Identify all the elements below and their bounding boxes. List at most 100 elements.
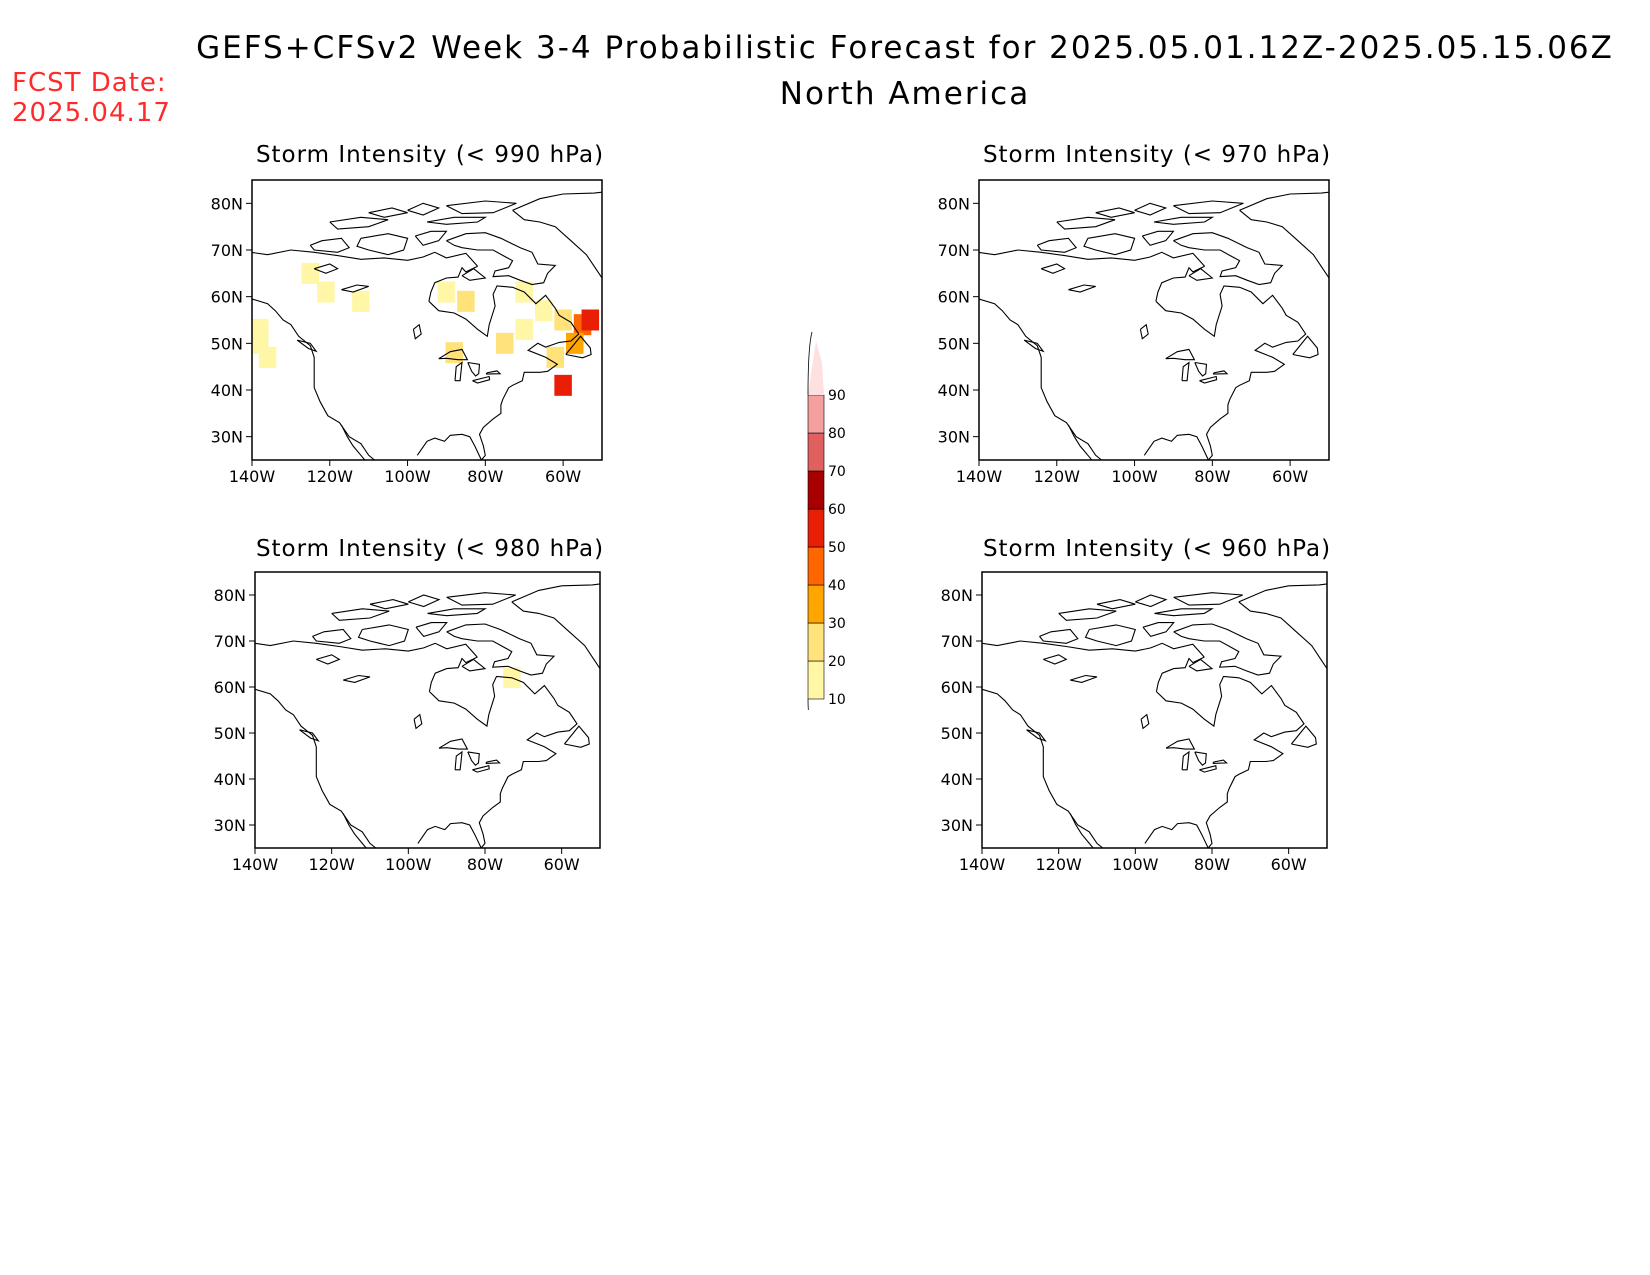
lon-tick-label: 80W (467, 855, 503, 874)
coastline (1188, 658, 1214, 672)
map-frame (251, 179, 603, 461)
lat-tick-label: 50N (214, 724, 246, 743)
lat-tick-label: 70N (214, 632, 246, 651)
lat-tick-label: 60N (214, 678, 246, 697)
lon-tick-label: 140W (229, 467, 276, 486)
coastline (428, 656, 478, 692)
coastline (461, 268, 487, 281)
coastline (446, 232, 557, 286)
probability-cell (496, 332, 514, 354)
colorbar-top-triangle (808, 341, 824, 395)
lon-tick-label: 60W (1271, 855, 1307, 874)
lat-tick-label: 70N (938, 241, 970, 260)
coastline (1070, 674, 1098, 683)
coastline (1036, 237, 1078, 253)
coastline (472, 765, 490, 773)
coastline (1143, 285, 1307, 460)
coastline (1141, 230, 1175, 246)
coastline (982, 688, 1104, 848)
probability-cell (457, 290, 475, 312)
coastline (1068, 284, 1096, 293)
coastline (461, 658, 487, 672)
coastline (368, 207, 408, 218)
coastline (1155, 265, 1205, 302)
lat-tick-label: 60N (211, 288, 243, 307)
coastline (467, 751, 480, 766)
coastline (454, 361, 463, 382)
colorbar-segment (807, 470, 825, 510)
coastline (1095, 207, 1135, 218)
coastline (446, 200, 517, 215)
coastline (485, 759, 501, 764)
lon-tick-label: 120W (307, 467, 354, 486)
lat-tick-label: 80N (211, 194, 243, 213)
lat-tick-label: 80N (938, 194, 970, 213)
coastline (446, 592, 516, 606)
lat-tick-label: 70N (211, 241, 243, 260)
coastline (1194, 751, 1207, 766)
coastline (979, 249, 1206, 267)
lon-tick-label: 120W (308, 855, 355, 874)
coastline (979, 298, 1102, 460)
lat-tick-label: 80N (214, 586, 246, 605)
coastline (472, 375, 491, 384)
colorbar-segment (807, 584, 825, 624)
coastline (369, 599, 409, 610)
coastline (1154, 608, 1214, 617)
lon-tick-label: 100W (1112, 855, 1159, 874)
probability-cell (301, 262, 320, 284)
coastline (565, 335, 592, 359)
coastline (1181, 361, 1190, 382)
coastline (1056, 216, 1116, 230)
colorbar: 10 20 30 40 50 60 70 80 90 (807, 331, 846, 710)
coastline (438, 738, 469, 750)
panel-990: Storm Intensity (< 990 hPa) 140W 120W 100W… (200, 142, 660, 532)
lat-tick-label: 30N (941, 816, 973, 835)
coastline (331, 608, 390, 621)
colorbar-head (807, 331, 813, 396)
sub-title: North America (779, 76, 1031, 112)
probability-cell (546, 346, 565, 368)
coastline (255, 640, 478, 658)
coastline (511, 601, 600, 670)
probability-cell (252, 318, 269, 340)
lat-tick-label: 40N (211, 381, 243, 400)
coastline (1292, 335, 1319, 359)
colorbar-label: 70 (828, 464, 846, 480)
map-frame (981, 571, 1328, 849)
coastline (1084, 624, 1137, 647)
lon-tick-label: 80W (1194, 855, 1230, 874)
coastline (1096, 599, 1136, 610)
panel-title: Storm Intensity (< 990 hPa) (255, 142, 605, 168)
colorbar-label: 20 (828, 654, 846, 670)
lat-tick-label: 30N (211, 428, 243, 447)
coastline (1181, 750, 1190, 771)
colorbar-tail (807, 698, 809, 710)
coastline (1239, 209, 1329, 280)
lon-tick-label: 60W (544, 855, 580, 874)
colorbar-label: 90 (828, 388, 846, 404)
lon-tick-label: 100W (1111, 467, 1158, 486)
lat-tick-label: 60N (941, 678, 973, 697)
lat-tick-label: 60N (938, 288, 970, 307)
colorbar-segment (807, 622, 825, 662)
coastline (512, 191, 602, 211)
lat-tick-label: 40N (214, 770, 246, 789)
probability-cell (317, 281, 335, 303)
coastline (1043, 654, 1068, 665)
coastline (316, 654, 341, 665)
coastline (1135, 594, 1168, 608)
coastline (1026, 729, 1047, 742)
coastline (563, 725, 590, 748)
coastline (982, 640, 1205, 658)
coastline (446, 623, 556, 676)
coastline (1134, 202, 1168, 216)
coastline (1142, 622, 1175, 638)
coastline (426, 216, 488, 225)
panel-970: Storm Intensity (< 970 hPa) 140W 120W 100W… (927, 142, 1387, 532)
coastline (428, 265, 478, 302)
coastline (1239, 191, 1329, 211)
coastline (1140, 713, 1150, 730)
probability-cell (437, 281, 456, 303)
coastline (1199, 765, 1217, 773)
